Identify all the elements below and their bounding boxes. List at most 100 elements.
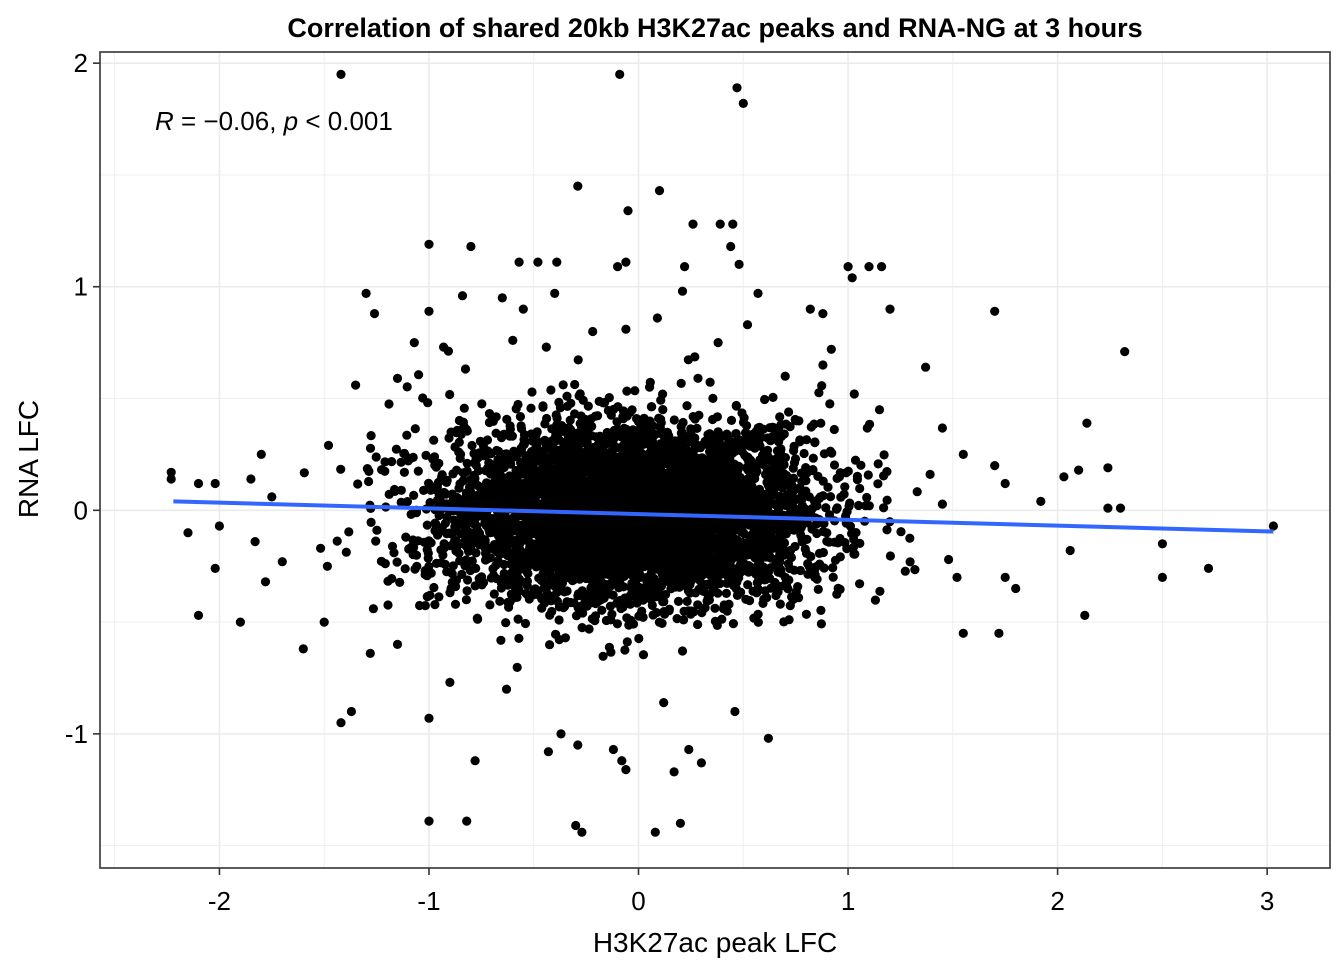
data-point — [855, 579, 865, 589]
data-point — [495, 596, 505, 606]
data-point — [462, 458, 472, 468]
data-point — [694, 410, 704, 420]
data-point — [577, 623, 587, 633]
data-point — [437, 523, 447, 533]
data-point — [840, 538, 850, 548]
data-point — [452, 465, 462, 475]
data-point — [718, 555, 728, 565]
data-point — [678, 529, 689, 539]
data-point — [612, 619, 623, 629]
data-point — [447, 529, 457, 540]
data-point — [808, 453, 818, 463]
data-point — [459, 403, 469, 413]
data-point — [738, 560, 748, 570]
data-point — [850, 455, 861, 465]
data-point — [425, 498, 435, 508]
data-point — [533, 436, 543, 446]
data-point — [562, 586, 572, 596]
data-point — [644, 448, 654, 459]
data-point — [728, 619, 739, 629]
data-point — [402, 382, 412, 392]
data-point — [537, 594, 547, 604]
data-point — [484, 409, 495, 419]
data-point — [851, 528, 861, 538]
data-point — [486, 527, 496, 538]
data-point — [475, 540, 485, 550]
data-point — [603, 405, 614, 416]
data-point — [471, 563, 481, 574]
data-point — [473, 466, 484, 476]
data-point — [512, 662, 522, 673]
data-point — [628, 433, 638, 444]
data-point — [422, 592, 432, 602]
data-point — [666, 584, 676, 594]
data-point — [778, 529, 789, 539]
data-point — [849, 549, 859, 559]
data-point — [873, 479, 883, 489]
data-point — [622, 502, 632, 512]
data-point — [794, 593, 804, 603]
data-point — [521, 451, 531, 461]
data-point — [810, 438, 820, 448]
data-point — [683, 355, 694, 365]
data-point — [785, 563, 795, 574]
data-point — [557, 534, 567, 544]
data-point — [463, 575, 473, 585]
data-point — [422, 571, 432, 581]
data-point — [439, 487, 449, 498]
data-point — [648, 428, 658, 439]
data-point — [590, 611, 601, 621]
data-point — [498, 522, 509, 532]
data-point — [626, 542, 636, 553]
data-point — [666, 456, 676, 466]
data-point — [879, 471, 889, 481]
data-point — [683, 546, 693, 557]
data-point — [539, 445, 550, 455]
data-point — [641, 457, 651, 467]
data-point — [717, 614, 727, 624]
data-point — [656, 591, 666, 601]
data-point — [455, 479, 465, 489]
data-point — [414, 370, 424, 380]
data-point — [537, 534, 547, 544]
data-point — [700, 530, 710, 540]
data-point — [410, 424, 420, 434]
data-point — [863, 470, 873, 480]
data-points — [166, 69, 1278, 837]
data-point — [694, 491, 704, 502]
data-point — [811, 562, 821, 572]
data-point — [638, 435, 648, 446]
data-point — [668, 575, 679, 585]
data-point — [780, 453, 791, 463]
data-point — [588, 326, 598, 337]
data-point — [840, 482, 850, 492]
data-point — [755, 455, 765, 465]
data-point — [789, 446, 799, 456]
data-point — [442, 512, 452, 522]
data-point — [496, 635, 506, 645]
data-point — [742, 421, 752, 431]
data-point — [517, 525, 527, 536]
data-point — [621, 441, 631, 451]
data-point — [752, 466, 762, 476]
data-point — [505, 515, 515, 525]
data-point — [438, 550, 448, 560]
data-point — [785, 601, 795, 611]
data-point — [781, 419, 791, 429]
data-point — [656, 395, 666, 405]
data-point — [873, 459, 883, 469]
data-point — [799, 448, 809, 459]
data-point — [760, 575, 770, 585]
data-point — [517, 443, 527, 453]
data-point — [587, 431, 597, 441]
data-point — [771, 500, 782, 510]
data-point — [620, 645, 630, 655]
data-point — [371, 536, 381, 546]
data-point — [812, 574, 822, 584]
data-point — [683, 586, 694, 596]
data-point — [578, 464, 588, 474]
data-point — [619, 582, 629, 592]
data-point — [606, 647, 616, 657]
data-point — [743, 580, 753, 590]
data-point — [419, 485, 429, 495]
